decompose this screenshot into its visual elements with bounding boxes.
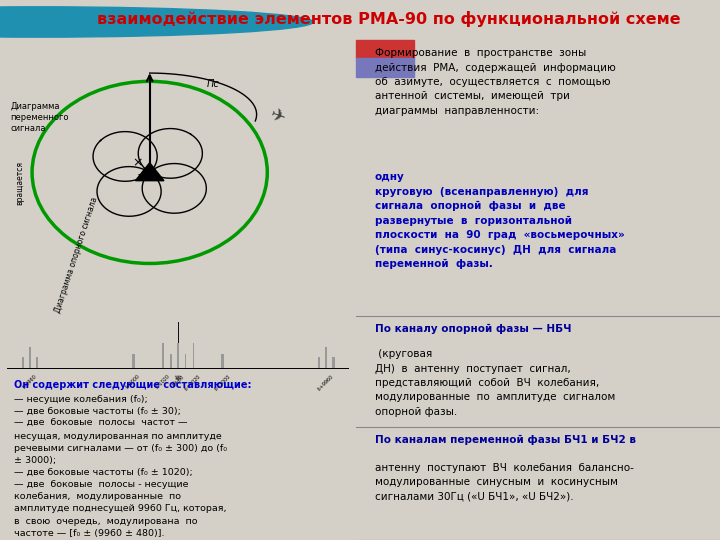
Bar — [177, 343, 178, 368]
Text: f₀+3000: f₀+3000 — [214, 374, 232, 392]
Bar — [318, 356, 320, 368]
Text: (круговая
ДН)  в  антенну  поступает  сигнал,
представляющий  собой  ВЧ  колебан: (круговая ДН) в антенну поступает сигнал… — [374, 349, 615, 417]
Bar — [132, 354, 135, 368]
Text: f₀-9960: f₀-9960 — [22, 374, 38, 390]
Bar — [178, 322, 179, 368]
Text: −: − — [137, 168, 148, 182]
Bar — [221, 354, 225, 368]
Text: f₀+30: f₀+30 — [172, 374, 186, 387]
Text: По каналу опорной фазы — НБЧ: По каналу опорной фазы — НБЧ — [374, 323, 571, 334]
Text: вращается: вращается — [15, 161, 24, 205]
Bar — [193, 343, 194, 368]
Text: Формирование  в  пространстве  зоны
действия  РМА,  содержащей  информацию
об  а: Формирование в пространстве зоны действи… — [374, 48, 616, 116]
Bar — [185, 354, 186, 368]
Text: f₀-30: f₀-30 — [172, 374, 184, 386]
Bar — [356, 58, 414, 77]
Bar — [36, 356, 38, 368]
Text: f₀+9960: f₀+9960 — [318, 374, 336, 391]
Bar — [333, 356, 335, 368]
Text: Пс: Пс — [207, 79, 220, 89]
Bar — [356, 40, 414, 58]
Text: взаимодействие элементов РМА-90 по функциональной схеме: взаимодействие элементов РМА-90 по функц… — [97, 11, 680, 27]
Text: f₀+1020: f₀+1020 — [184, 374, 202, 392]
Text: Он содержит следующие составляющие:: Он содержит следующие составляющие: — [14, 380, 252, 390]
Bar — [325, 347, 328, 368]
Text: f₀: f₀ — [175, 374, 181, 380]
Text: f₀-3000: f₀-3000 — [125, 374, 142, 390]
Bar — [22, 356, 24, 368]
Text: одну
круговую  (всенаправленную)  для
сигнала  опорной  фазы  и  две
развернутые: одну круговую (всенаправленную) для сигн… — [374, 172, 624, 269]
Bar — [29, 347, 31, 368]
Text: Диаграмма опорного сигнала: Диаграмма опорного сигнала — [53, 196, 99, 314]
Text: Диаграмма
переменного
сигнала: Диаграмма переменного сигнала — [11, 102, 69, 133]
Circle shape — [0, 7, 313, 37]
Text: По каналам переменной фазы БЧ1 и БЧ2 в: По каналам переменной фазы БЧ1 и БЧ2 в — [374, 435, 636, 444]
Text: f₀-1020: f₀-1020 — [155, 374, 171, 390]
Text: ×: × — [132, 156, 143, 169]
Text: антенну  поступают  ВЧ  колебания  балансно-
модулированные  синусным  и  косину: антенну поступают ВЧ колебания балансно-… — [374, 463, 634, 502]
Text: ✈: ✈ — [268, 106, 288, 129]
Text: — несущие колебания (f₀);
— две боковые частоты (f₀ ± 30);
— две  боковые  полос: — несущие колебания (f₀); — две боковые … — [14, 395, 228, 538]
Polygon shape — [135, 163, 164, 181]
